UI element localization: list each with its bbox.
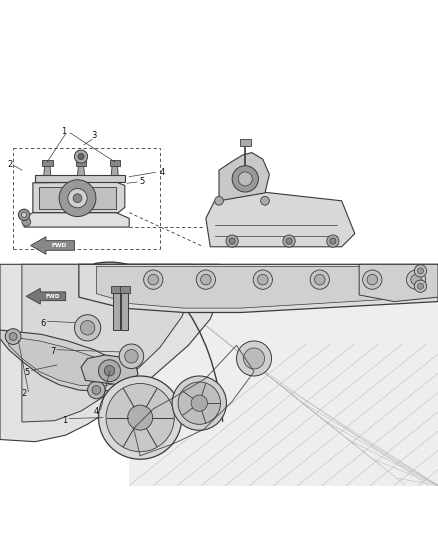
Polygon shape: [0, 47, 438, 258]
Circle shape: [283, 235, 295, 247]
Polygon shape: [219, 152, 269, 201]
Polygon shape: [42, 160, 53, 166]
Circle shape: [253, 270, 272, 289]
Polygon shape: [0, 330, 131, 391]
Polygon shape: [111, 286, 121, 293]
Text: 3: 3: [92, 132, 97, 141]
Text: 6: 6: [40, 319, 46, 328]
Circle shape: [201, 274, 211, 285]
Polygon shape: [31, 237, 74, 254]
Text: 1: 1: [61, 127, 66, 136]
Circle shape: [18, 209, 30, 221]
Circle shape: [81, 320, 95, 335]
Polygon shape: [79, 264, 438, 312]
Circle shape: [128, 405, 153, 430]
Polygon shape: [33, 182, 125, 213]
Polygon shape: [0, 264, 228, 442]
Polygon shape: [9, 336, 120, 386]
Text: 5: 5: [140, 176, 145, 185]
Circle shape: [310, 270, 329, 289]
Circle shape: [244, 348, 265, 369]
Circle shape: [59, 180, 96, 216]
Text: 5: 5: [25, 368, 30, 377]
Circle shape: [21, 212, 27, 217]
Polygon shape: [359, 264, 438, 302]
Circle shape: [68, 189, 87, 208]
Circle shape: [286, 238, 292, 244]
Polygon shape: [39, 187, 116, 209]
Circle shape: [367, 274, 378, 285]
Polygon shape: [26, 288, 66, 304]
Circle shape: [238, 172, 252, 186]
Circle shape: [229, 238, 235, 244]
Circle shape: [104, 366, 115, 376]
Text: 2: 2: [7, 160, 12, 169]
Circle shape: [119, 344, 144, 368]
Circle shape: [178, 382, 220, 424]
Circle shape: [99, 376, 182, 459]
Circle shape: [314, 274, 325, 285]
Circle shape: [144, 270, 163, 289]
Circle shape: [191, 395, 208, 411]
Circle shape: [125, 350, 138, 363]
Polygon shape: [81, 355, 138, 385]
Polygon shape: [96, 266, 425, 308]
Text: 7: 7: [50, 348, 55, 357]
Polygon shape: [111, 165, 118, 175]
Text: FWD: FWD: [52, 243, 67, 248]
Circle shape: [74, 150, 88, 163]
Circle shape: [261, 197, 269, 205]
Polygon shape: [121, 293, 128, 330]
Circle shape: [414, 280, 427, 292]
Circle shape: [9, 333, 17, 341]
Polygon shape: [0, 264, 438, 486]
Polygon shape: [240, 140, 251, 146]
Polygon shape: [35, 175, 125, 182]
Polygon shape: [22, 264, 199, 422]
Circle shape: [172, 376, 226, 430]
Polygon shape: [24, 213, 129, 227]
Circle shape: [99, 360, 120, 382]
Circle shape: [73, 194, 82, 203]
Circle shape: [196, 270, 215, 289]
Circle shape: [92, 386, 101, 394]
Text: 1: 1: [62, 416, 67, 425]
Text: 2: 2: [21, 389, 27, 398]
Polygon shape: [113, 293, 120, 330]
Polygon shape: [76, 160, 86, 166]
Text: FWD: FWD: [46, 294, 60, 299]
Circle shape: [414, 265, 427, 277]
Circle shape: [232, 166, 258, 192]
Circle shape: [237, 341, 272, 376]
Circle shape: [88, 381, 105, 399]
Circle shape: [78, 154, 84, 159]
Circle shape: [215, 197, 223, 205]
Circle shape: [411, 274, 421, 285]
Circle shape: [258, 274, 268, 285]
Polygon shape: [110, 160, 120, 166]
Polygon shape: [129, 264, 438, 486]
Circle shape: [226, 235, 238, 247]
Polygon shape: [78, 165, 85, 175]
Text: 4: 4: [94, 407, 99, 416]
Text: 4: 4: [159, 168, 165, 177]
Circle shape: [22, 217, 31, 226]
Polygon shape: [120, 286, 130, 293]
Circle shape: [148, 274, 159, 285]
Circle shape: [327, 235, 339, 247]
Polygon shape: [44, 165, 51, 175]
Circle shape: [106, 383, 174, 452]
Circle shape: [363, 270, 382, 289]
Circle shape: [330, 238, 336, 244]
Circle shape: [417, 268, 424, 274]
Circle shape: [5, 329, 21, 344]
Circle shape: [417, 283, 424, 289]
Circle shape: [74, 314, 101, 341]
Circle shape: [406, 270, 426, 289]
Polygon shape: [206, 192, 355, 247]
